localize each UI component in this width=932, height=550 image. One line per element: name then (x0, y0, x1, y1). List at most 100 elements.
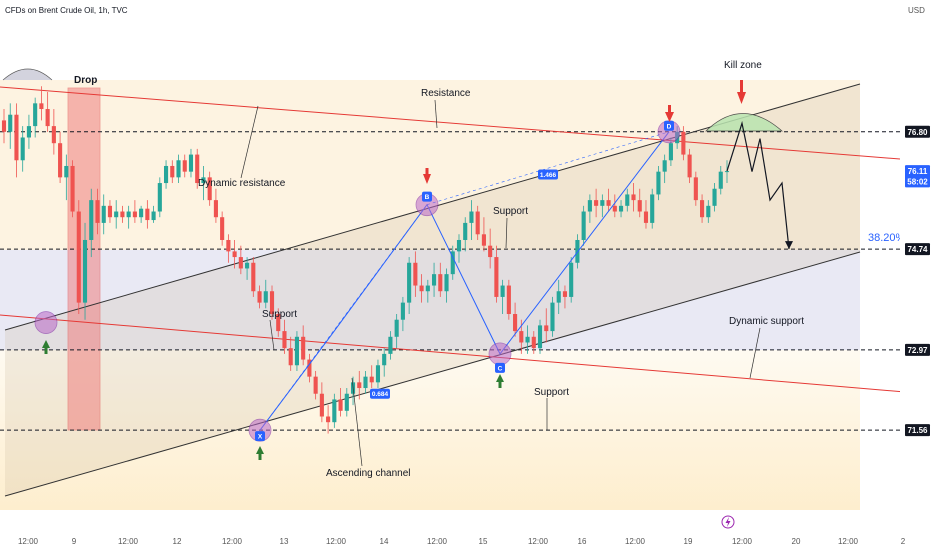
x-tick-label: 12:00 (528, 537, 549, 546)
price-label: 76.11 (905, 165, 930, 178)
chart-title: CFDs on Brent Crude Oil, 1h, TVC (5, 6, 128, 15)
price-label: 71.56 (905, 424, 930, 437)
x-tick-label: 12 (173, 537, 182, 546)
candle (107, 200, 113, 223)
candle (20, 126, 25, 172)
kill-zone-arc (705, 113, 783, 132)
candle (631, 183, 636, 212)
candle (700, 194, 705, 223)
candle (544, 308, 549, 343)
price-label: 76.80 (905, 125, 930, 138)
candle (326, 405, 331, 434)
x-tick-label: 16 (578, 537, 587, 546)
x-tick-label: 12:00 (326, 537, 347, 546)
harmonic-point-x: X (255, 431, 265, 442)
price-label: 72.97 (905, 343, 930, 356)
candle (220, 211, 225, 246)
harmonic-pattern: X B C D 0.684 1.466 (34, 120, 681, 442)
candle (145, 200, 150, 229)
candle (151, 205, 156, 223)
candle (263, 279, 268, 309)
candle (637, 188, 642, 218)
candle (618, 200, 624, 218)
resistance-line (0, 86, 901, 160)
candle (612, 194, 617, 218)
x-tick-label: 20 (792, 537, 801, 546)
candle (656, 165, 661, 201)
projection-path (726, 120, 790, 250)
x-tick-label: 2 (901, 537, 906, 546)
candle (332, 393, 337, 428)
candle (251, 257, 256, 297)
candle (693, 171, 698, 206)
touch-point-circle (488, 342, 512, 366)
candle (238, 245, 243, 275)
svg-text:D: D (667, 123, 672, 130)
svg-text:C: C (498, 365, 503, 372)
candle (82, 222, 88, 320)
x-tick-label: 12:00 (427, 537, 448, 546)
annotation-pointers (240, 99, 761, 467)
price-label: 74.74 (905, 243, 930, 256)
candle (500, 279, 505, 315)
candle (132, 200, 137, 223)
candle (70, 160, 75, 218)
candle (718, 165, 723, 195)
candle (64, 154, 69, 201)
top-arc (2, 68, 53, 81)
candle (506, 279, 511, 320)
candle (488, 228, 493, 269)
candle (338, 388, 343, 417)
ascending-channel-fill (5, 84, 860, 496)
dynamic-support-line (0, 314, 906, 393)
horizontal-levels (0, 131, 900, 431)
candle (8, 103, 13, 149)
candle (594, 188, 599, 218)
candle (450, 245, 455, 280)
dynamic-resistance-label: Dynamic resistance (198, 178, 286, 189)
middle-fib-zone (0, 250, 860, 350)
candle (407, 257, 412, 315)
up-arrow-icon (42, 340, 50, 348)
candle (388, 331, 393, 360)
candle (188, 148, 194, 178)
candles (1, 86, 730, 434)
x-tick-label: 12:00 (838, 537, 859, 546)
candle (257, 285, 262, 309)
candle (139, 205, 144, 223)
candle (550, 296, 555, 337)
candle (513, 302, 518, 337)
x-up-arrow-icon (256, 446, 264, 454)
x-tick-label: 19 (684, 537, 693, 546)
svg-text:1.466: 1.466 (540, 172, 557, 179)
candle (14, 103, 19, 178)
candle (369, 365, 374, 389)
x-tick-label: 12:00 (118, 537, 139, 546)
candle (232, 239, 237, 269)
kill-zone-arrow-icon (737, 92, 746, 104)
x-tick-label: 12:00 (18, 537, 39, 546)
candle (1, 109, 7, 144)
price-label: 58:02 (905, 175, 930, 188)
x-tick-label: 15 (479, 537, 488, 546)
xb-dashed-line (259, 204, 428, 431)
fib-level-label: 38.20% (868, 232, 906, 244)
candle (687, 148, 692, 184)
candle (444, 268, 449, 303)
candle (650, 188, 655, 229)
candle (282, 319, 287, 354)
svg-text:76.11: 76.11 (908, 167, 928, 176)
candle (475, 205, 480, 240)
candle (176, 154, 181, 184)
harmonic-point-d: D (664, 120, 674, 131)
candle (363, 370, 368, 394)
candle (182, 154, 187, 178)
candle (481, 217, 486, 252)
candle (95, 188, 100, 235)
c-up-arrow-icon (496, 374, 504, 382)
candle (307, 353, 312, 383)
x-tick-label: 12:00 (222, 537, 243, 546)
candle (226, 234, 231, 263)
candle (126, 205, 131, 229)
